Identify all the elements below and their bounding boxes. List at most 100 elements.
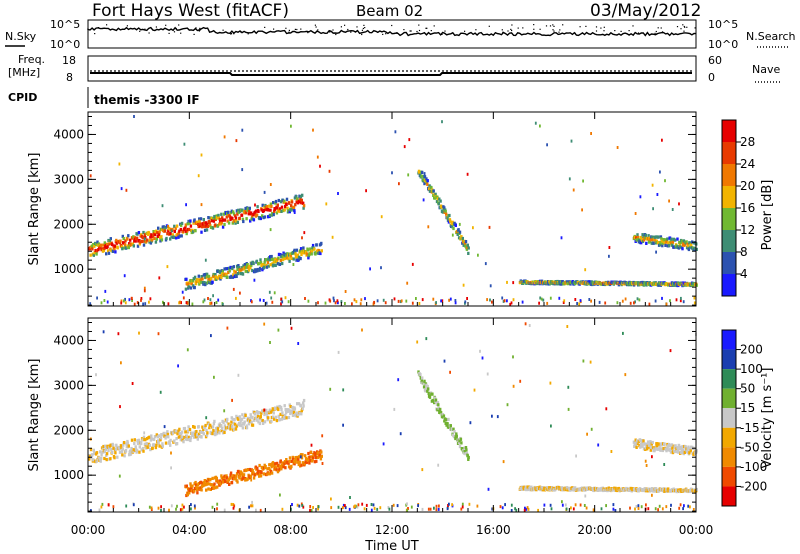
data-cell [356,505,359,509]
data-cell [215,214,218,218]
data-cell [106,300,109,304]
data-cell [168,232,171,236]
data-cell [219,482,223,486]
nsearch-point [488,25,490,27]
nsearch-point [340,26,342,28]
data-cell [466,297,468,300]
colorbar-frame [721,329,737,507]
data-cell [244,206,247,211]
data-cell [247,268,251,272]
data-cell [244,211,248,215]
colorbar-tick-label: 200 [740,343,763,357]
data-cell [689,505,691,509]
data-cell [462,283,465,287]
data-cell [419,376,422,380]
data-cell [92,458,95,462]
data-cell [186,301,189,305]
nsearch-point [148,32,150,34]
data-cell [678,240,681,244]
data-cell [634,300,636,304]
data-cell [311,243,315,248]
data-cell [232,427,236,431]
data-cell [681,247,684,251]
data-cell [260,411,263,415]
data-cell [283,256,287,261]
noise-trace [87,24,697,37]
data-cell [273,207,277,211]
data-cell [143,289,146,293]
data-cell [330,497,332,501]
data-cell [670,450,673,454]
data-cell [178,427,181,431]
data-cell [290,326,293,330]
data-cell [272,463,276,467]
data-cell [643,442,647,446]
data-cell [93,244,96,248]
nsearch-point [603,30,605,32]
data-cell [486,298,488,302]
data-cell [203,273,206,277]
noise-tick-right-top: 10^5 [708,18,738,31]
data-cell [423,182,426,186]
data-cell [284,205,287,209]
data-cell [674,445,677,450]
data-cell [130,446,133,451]
data-cell [194,282,198,286]
data-cell [110,447,113,451]
data-cell [284,413,287,418]
data-cell [100,456,103,460]
data-cell [212,216,215,220]
data-cell [319,164,321,168]
data-cell [207,297,209,300]
data-cell [217,298,220,302]
data-cell [257,411,261,415]
data-cell [232,474,235,478]
data-cell [527,487,530,492]
data-cell [668,444,672,448]
data-cell [180,223,183,227]
data-cell [225,426,228,430]
data-cell [504,503,506,507]
data-cell [275,466,278,470]
data-cell [464,446,468,450]
data-cell [219,220,222,224]
data-cell [168,508,170,512]
nsearch-point [660,27,662,29]
velocity-ylabel: Slant Range [km] [27,359,42,472]
data-cell [120,301,123,305]
data-cell [246,477,249,481]
data-cell [239,272,242,276]
data-cell [313,247,316,251]
data-cell [105,252,108,256]
data-cell [317,249,321,253]
data-cell [320,450,323,454]
data-cell [291,405,294,409]
data-cell [653,235,657,239]
data-cell [647,507,650,511]
data-cell [439,199,442,203]
data-cell [197,174,200,178]
data-cell [259,298,261,302]
data-cell [212,294,214,298]
data-cell [394,130,397,134]
data-cell [621,299,624,303]
data-cell [651,235,654,239]
data-cell [127,234,130,238]
data-cell [423,172,426,176]
data-cell [254,269,258,273]
data-cell [427,387,430,391]
data-cell [228,269,231,273]
data-cell [202,218,205,222]
data-cell [188,491,191,495]
data-cell [530,485,533,489]
data-cell [649,238,652,242]
data-cell [665,449,668,453]
data-cell [96,296,98,300]
data-cell [230,420,233,424]
data-cell [170,235,173,239]
data-cell [261,421,265,425]
data-cell [257,472,260,476]
nsearch-point [288,31,290,33]
data-cell [661,296,663,300]
data-cell [198,432,201,436]
